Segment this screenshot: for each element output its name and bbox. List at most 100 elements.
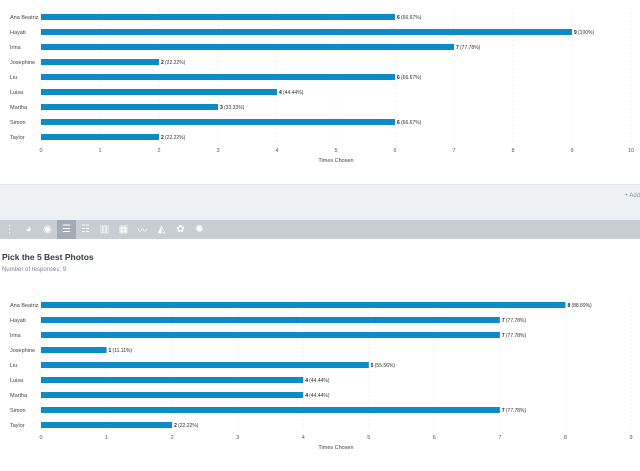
bar-value-label: 4 (305, 378, 308, 384)
bar[interactable] (41, 392, 304, 398)
bar-value-label: 8 (567, 303, 570, 309)
chart-times-chosen-top: 0 1 2 3 4 5 6 7 8 9 10 Ana Beatriz 6 (66.67%) Hayati 9(… (0, 0, 640, 172)
bar-percent-label: (100%) (578, 30, 594, 36)
category-label: Hayati (10, 318, 26, 324)
bar[interactable] (41, 89, 277, 95)
category-label: Simon (10, 120, 26, 126)
x-tick-label: 5 (334, 148, 337, 154)
chart-times-chosen-bottom: 0 1 2 3 4 5 6 7 8 9 Ana Beatriz 8 (88.89%) Hayati 7 (77… (0, 292, 640, 466)
bar-percent-label: (77.78%) (506, 318, 527, 324)
category-label: Martha (10, 393, 28, 399)
x-tick-label: 8 (564, 435, 567, 441)
bar-percent-label: (11.11%) (113, 348, 133, 354)
bar[interactable] (41, 377, 304, 383)
bar-percent-label: (55.56%) (375, 363, 396, 369)
bar-percent-label: (66.67%) (401, 75, 422, 81)
category-label: Liu (10, 363, 17, 369)
x-tick-label: 3 (216, 148, 219, 154)
bar[interactable] (41, 134, 159, 140)
category-label: Luisa (10, 378, 24, 384)
bar-percent-label: (77.78%) (506, 333, 527, 339)
x-tick-label: 9 (629, 435, 632, 441)
x-tick-label: 0 (39, 148, 42, 154)
bar-percent-label: (22.22%) (178, 423, 199, 429)
bar-value-label: 2 (161, 135, 164, 141)
category-label: Irina (10, 45, 22, 51)
line-chart-icon[interactable]: 〰 (137, 226, 148, 237)
bar[interactable] (41, 332, 500, 338)
bar-percent-label: (22.22%) (165, 60, 186, 66)
category-label: Taylor (10, 135, 25, 141)
x-tick-label: 1 (105, 435, 108, 441)
category-label: Ana Beatriz (10, 303, 39, 309)
category-label: Simon (10, 408, 26, 414)
bar[interactable] (41, 302, 566, 308)
bar-value-label: 7 (502, 333, 505, 339)
radar-chart-icon[interactable]: ✿ (176, 224, 185, 235)
donut-chart-icon[interactable]: ◉ (43, 224, 52, 235)
bar-percent-label: (66.67%) (401, 120, 422, 126)
bar[interactable] (41, 29, 572, 35)
bar[interactable] (41, 44, 454, 50)
sparkle-chart-icon[interactable]: ✺ (195, 224, 204, 235)
bar-value-label: 6 (397, 75, 400, 81)
x-tick-label: 2 (171, 435, 174, 441)
x-tick-label: 4 (302, 435, 305, 441)
x-tick-label: 1 (98, 148, 101, 154)
bar[interactable] (41, 347, 107, 353)
x-tick-label: 7 (498, 435, 501, 441)
bar-value-label: 7 (502, 408, 505, 414)
category-label: Josephine (10, 60, 35, 66)
bar-value-label: 5 (371, 363, 374, 369)
category-label: Josephine (10, 348, 35, 354)
bar[interactable] (41, 407, 500, 413)
bar[interactable] (41, 119, 395, 125)
x-tick-label: 8 (511, 148, 514, 154)
x-tick-label: 3 (236, 435, 239, 441)
category-label: Liu (10, 75, 17, 81)
stacked-column-chart-icon[interactable]: ▦ (118, 224, 129, 235)
bar-percent-label: (33.33%) (224, 105, 245, 111)
category-label: Irina (10, 333, 22, 339)
section-divider (0, 184, 640, 221)
bar-value-label: 6 (397, 15, 400, 21)
bar-percent-label: (22.22%) (165, 135, 186, 141)
horizontal-bar-chart-icon[interactable]: ☰ (57, 220, 76, 239)
x-axis-label: Times Chosen (318, 158, 353, 164)
bar[interactable] (41, 422, 173, 428)
area-chart-icon[interactable]: ◭ (157, 224, 166, 235)
category-label: Hayati (10, 30, 26, 36)
bar-value-label: 4 (279, 90, 282, 96)
bar[interactable] (41, 14, 395, 20)
bar-value-label: 6 (397, 120, 400, 126)
bar-percent-label: (44.44%) (309, 393, 330, 399)
x-tick-label: 5 (367, 435, 370, 441)
x-axis-label: Times Chosen (318, 445, 353, 451)
x-tick-label: 6 (393, 148, 396, 154)
bar[interactable] (41, 362, 369, 368)
grid-icon[interactable]: ⋮ (4, 224, 15, 235)
add-link[interactable]: + Add (624, 193, 640, 199)
x-tick-label: 4 (275, 148, 278, 154)
bar-percent-label: (77.78%) (460, 45, 481, 51)
bar-value-label: 2 (161, 60, 164, 66)
vertical-bar-chart-icon[interactable]: ▥ (99, 224, 110, 235)
pie-chart-icon[interactable]: ◕ (25, 224, 32, 235)
question-title: Pick the 5 Best Photos (2, 252, 94, 262)
category-label: Martha (10, 105, 28, 111)
x-tick-label: 2 (157, 148, 160, 154)
bar-value-label: 2 (174, 423, 177, 429)
bar-value-label: 9 (574, 30, 577, 36)
bar[interactable] (41, 317, 500, 323)
category-label: Luisa (10, 90, 24, 96)
bar[interactable] (41, 74, 395, 80)
response-count: Number of responses: 9 (2, 267, 67, 273)
bar-value-label: 3 (220, 105, 223, 111)
bar[interactable] (41, 59, 159, 65)
x-tick-label: 7 (452, 148, 455, 154)
x-tick-label: 6 (433, 435, 436, 441)
bar[interactable] (41, 104, 218, 110)
stacked-bar-chart-icon[interactable]: ☷ (81, 224, 90, 235)
